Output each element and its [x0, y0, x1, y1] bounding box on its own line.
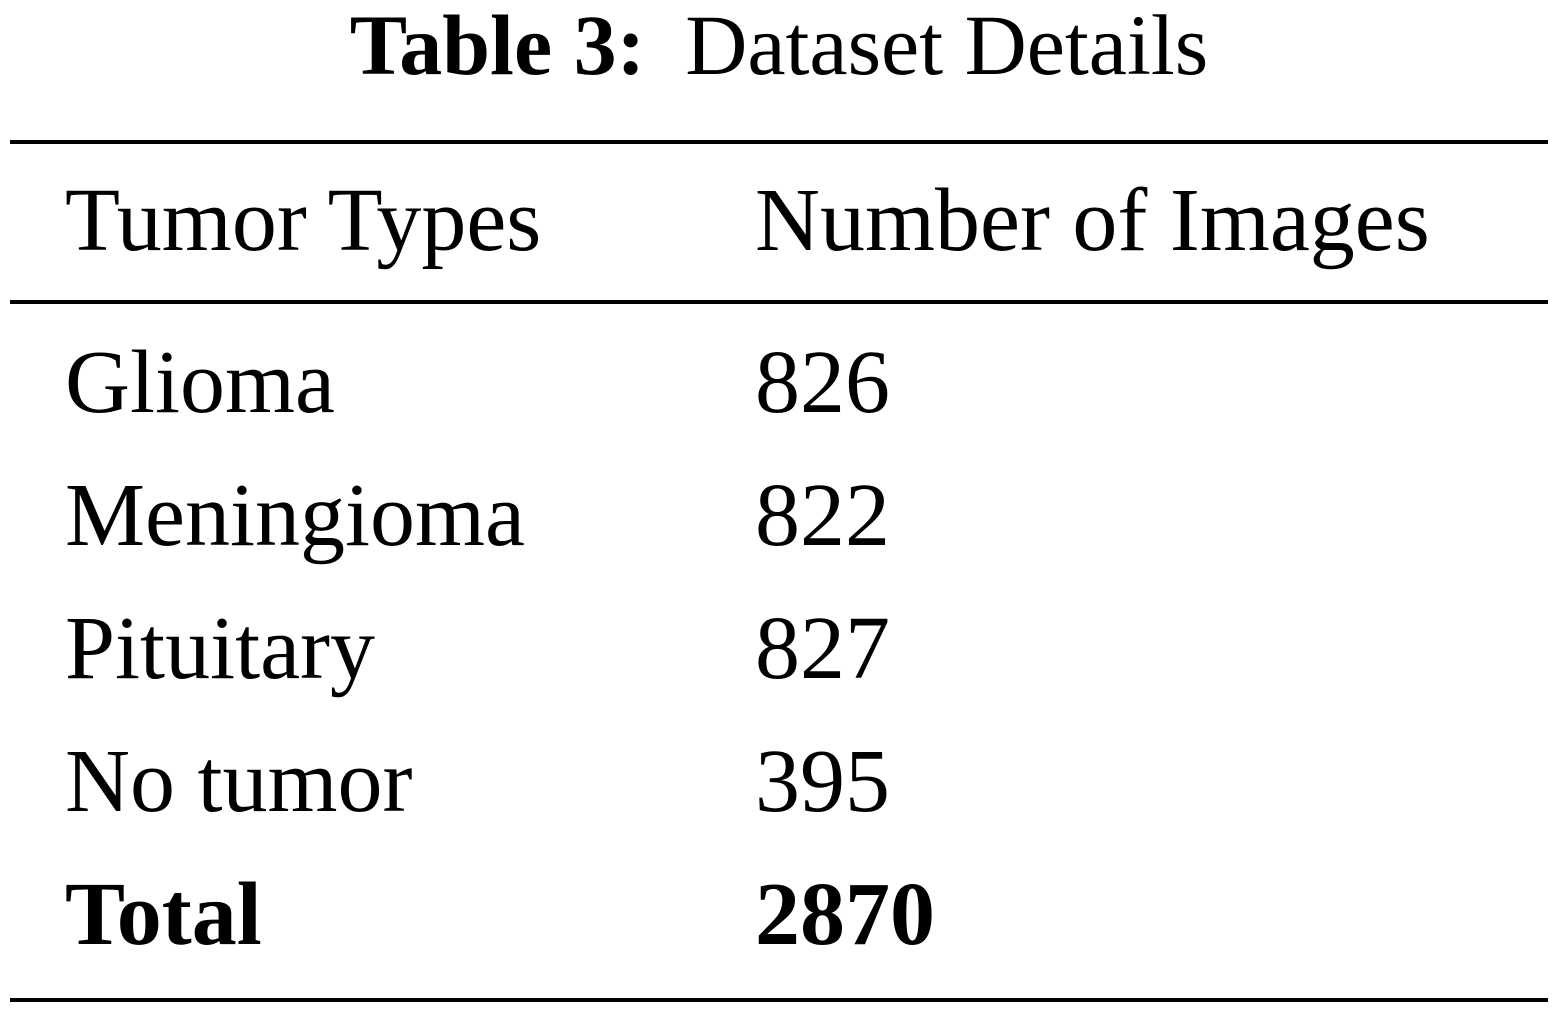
- cell: 395: [755, 732, 890, 831]
- total-cell: Total: [65, 865, 262, 964]
- cell: No tumor: [65, 732, 413, 831]
- caption: Table 3: Dataset Details: [350, 0, 1208, 93]
- table-body: Glioma 826 Meningioma 822 Pituitary 827 No tum…: [65, 333, 935, 964]
- cell: Pituitary: [65, 599, 375, 698]
- cell: 827: [755, 599, 890, 698]
- cell: 822: [755, 466, 890, 565]
- caption-label: Table 3:: [350, 0, 646, 93]
- cell: 826: [755, 333, 890, 432]
- caption-text: Dataset Details: [685, 0, 1208, 93]
- cell: Meningioma: [65, 466, 525, 565]
- header-cell: Tumor Types: [65, 171, 541, 270]
- header-cell: Number of Images: [755, 171, 1430, 270]
- cell: Glioma: [65, 333, 335, 432]
- total-cell: 2870: [755, 865, 935, 964]
